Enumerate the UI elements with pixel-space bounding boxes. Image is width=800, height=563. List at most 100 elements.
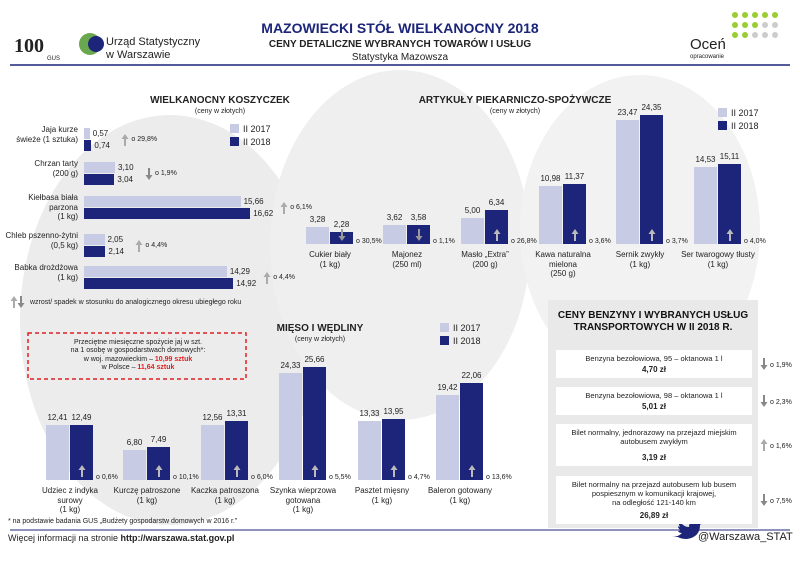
bar: [84, 140, 92, 151]
bar: [461, 217, 484, 244]
value-label: 7,49: [150, 435, 167, 445]
transport-change: o 1,6%: [770, 443, 792, 450]
value-label: 2,14: [108, 247, 124, 256]
change-note: wzrost/ spadek w stosunku do analogiczne…: [30, 299, 242, 306]
value-label: 24,35: [641, 102, 662, 112]
change-arrow: [135, 239, 143, 253]
bar: [539, 185, 562, 244]
value-label: 2,05: [107, 235, 124, 244]
value-label: 10,98: [540, 173, 561, 183]
category-label: Kaczka patroszona (1 kg): [190, 486, 260, 505]
value-label: 6,34: [488, 198, 505, 208]
value-label: 3,62: [386, 212, 403, 222]
category-label: Ser twarogowy tłusty (1 kg): [681, 250, 755, 269]
value-label: 12,41: [47, 413, 68, 423]
bar: [84, 196, 241, 207]
change-label: o 30,5%: [356, 238, 382, 245]
value-label: 6,80: [126, 438, 143, 448]
footer-url[interactable]: http://warszawa.stat.gov.pl: [120, 533, 235, 543]
change-label: o 0,6%: [96, 474, 118, 481]
change-arrow: [17, 295, 25, 309]
legend-swatch: [230, 137, 239, 146]
value-label: 13,33: [359, 409, 380, 419]
value-label: 3,58: [410, 213, 427, 223]
change-arrow: [10, 295, 18, 309]
category-label: Babka drożdżowa (1 kg): [14, 263, 78, 282]
value-label: 25,66: [304, 355, 325, 365]
bar: [306, 226, 329, 244]
bar: [382, 418, 405, 480]
legend-label: II 2018: [453, 336, 481, 346]
value-label: 16,62: [253, 209, 274, 218]
category-label: Kiełbasa biała parzona (1 kg): [28, 193, 78, 222]
transport-box: [556, 424, 752, 466]
category-label: Kawa naturalna mielona (250 g): [535, 250, 591, 279]
chart-title: ARTYKUŁY PIEKARNICZO-SPOŻYWCZE: [418, 95, 612, 106]
change-label: o 3,7%: [666, 238, 688, 245]
change-arrow: [726, 228, 734, 242]
transport-box: [556, 476, 752, 524]
change-label: o 4,4%: [273, 274, 295, 281]
value-label: 15,66: [243, 197, 264, 206]
transport-name: Benzyna bezołowiowa, 98 – oktanowa 1 l: [585, 391, 723, 400]
change-arrow: [145, 167, 153, 181]
change-arrow: [155, 464, 163, 478]
category-label: Majonez (250 ml): [391, 250, 423, 269]
value-label: 14,92: [236, 279, 257, 288]
bar: [84, 266, 227, 277]
legend-label: II 2017: [453, 323, 481, 333]
category-label: Szynka wieprzowa gotowana (1 kg): [269, 486, 337, 515]
transport-price: 5,01 zł: [641, 402, 666, 411]
value-label: 22,06: [461, 370, 482, 380]
bar: [436, 394, 459, 480]
eggs-value: 11,64 sztuk: [137, 364, 175, 372]
egg: [270, 70, 530, 420]
logo-circle: [88, 36, 104, 52]
change-label: o 4,0%: [744, 238, 766, 245]
transport-change: o 2,3%: [770, 399, 792, 406]
bar: [84, 234, 105, 245]
transport-name: Benzyna bezołowiowa, 95 – oktanowa 1 l: [585, 354, 723, 363]
bar: [84, 246, 106, 257]
transport-price: 3,19 zł: [641, 453, 666, 462]
change-arrow: [571, 228, 579, 242]
chart-title: WIELKANOCNY KOSZYCZEK: [150, 95, 290, 106]
bar: [563, 183, 586, 244]
transport-box: [556, 350, 752, 378]
change-label: o 6,0%: [251, 474, 273, 481]
chart-subtitle: (ceny w złotych): [194, 108, 246, 115]
change-arrow: [415, 228, 423, 242]
value-label: 5,00: [464, 205, 481, 215]
bar: [46, 425, 69, 480]
bar: [84, 174, 115, 185]
value-label: 0,57: [92, 129, 109, 138]
value-label: 15,11: [719, 151, 740, 161]
chart-subtitle: (ceny w złotych): [294, 336, 346, 343]
legend-label: II 2017: [731, 108, 759, 118]
bar: [84, 278, 234, 289]
change-label: o 3,6%: [589, 238, 611, 245]
bar: [84, 128, 90, 139]
value-label: 3,04: [117, 175, 133, 184]
twitter-handle: @Warszawa_STAT: [698, 531, 793, 543]
eggs-box-border: [27, 332, 247, 380]
bar: [225, 421, 248, 480]
value-label: 11,37: [564, 171, 585, 181]
transport-price: 26,89 zł: [639, 511, 669, 520]
eggs-line: w woj. mazowieckim –: [83, 355, 155, 363]
value-label: 13,95: [383, 406, 404, 416]
legend-label: II 2018: [731, 121, 759, 131]
logo-sub: GUS: [47, 56, 61, 62]
bar: [718, 163, 741, 244]
bar: [84, 208, 251, 219]
bar: [694, 166, 717, 244]
value-label: 19,42: [437, 382, 458, 392]
legend-swatch: [718, 121, 727, 130]
value-label: 24,33: [280, 360, 301, 370]
change-arrow: [263, 271, 271, 285]
legend-label: II 2017: [243, 124, 271, 134]
value-label: 12,49: [71, 413, 92, 423]
change-arrow: [760, 394, 768, 408]
bar: [123, 450, 146, 480]
transport-box: [556, 387, 752, 415]
